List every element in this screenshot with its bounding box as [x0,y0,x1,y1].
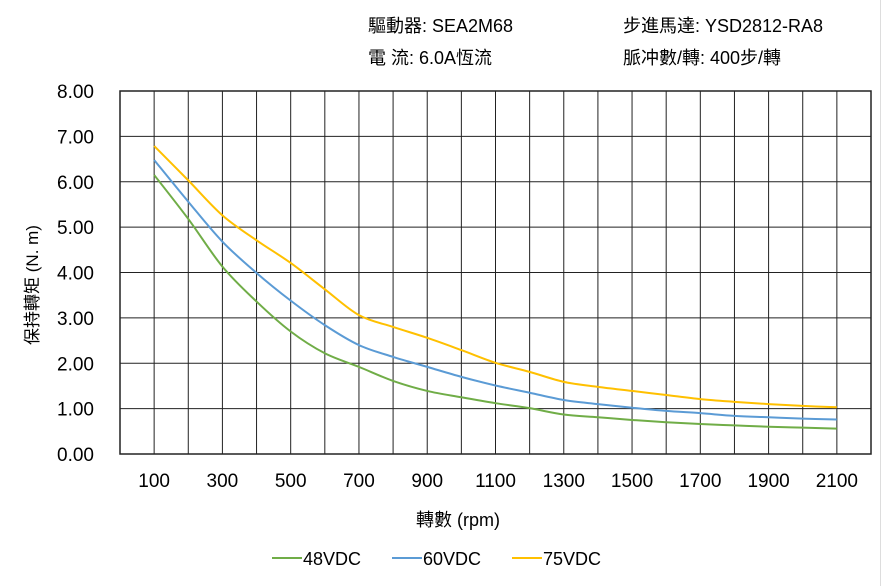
y-tick-label: 3.00 [57,309,94,330]
y-tick-label: 5.00 [57,218,94,239]
y-tick-label: 2.00 [57,354,94,375]
legend-label: 48VDC [303,549,361,569]
x-tick-label: 900 [411,471,443,492]
y-tick-label: 8.00 [57,82,94,103]
series-line-48VDC [153,174,837,430]
legend-label: 75VDC [543,549,601,569]
pulses-label: 脈冲數/轉: 400步/轉 [623,48,782,68]
series-line-75VDC [153,145,837,409]
x-tick-label: 700 [343,471,375,492]
series-line-60VDC [153,159,837,421]
driver-label: 驅動器: SEA2M68 [368,16,514,36]
frame-edge [880,0,881,586]
x-tick-label: 100 [138,471,170,492]
x-tick-label: 1700 [679,471,721,492]
plot-frame [119,90,872,455]
x-axis-label: 轉數 (rpm) [416,510,500,530]
x-tick-label: 1500 [611,471,653,492]
y-axis-label: 保持轉矩 (N. m) [23,225,42,345]
y-tick-label: 6.00 [57,173,94,194]
x-tick-label: 1900 [747,471,789,492]
x-tick-label: 1300 [543,471,585,492]
x-tick-label: 1100 [475,471,516,492]
y-tick-label: 7.00 [57,127,94,148]
current-label: 電 流: 6.0A恆流 [368,48,493,68]
x-tick-label: 300 [207,471,239,492]
legend-label: 60VDC [423,549,481,569]
x-tick-label: 2100 [816,471,858,492]
y-tick-label: 1.00 [57,400,94,421]
x-tick-label: 500 [275,471,307,492]
motor-label: 步進馬達: YSD2812-RA8 [623,16,824,36]
y-tick-label: 0.00 [57,445,94,466]
y-tick-label: 4.00 [57,264,94,285]
